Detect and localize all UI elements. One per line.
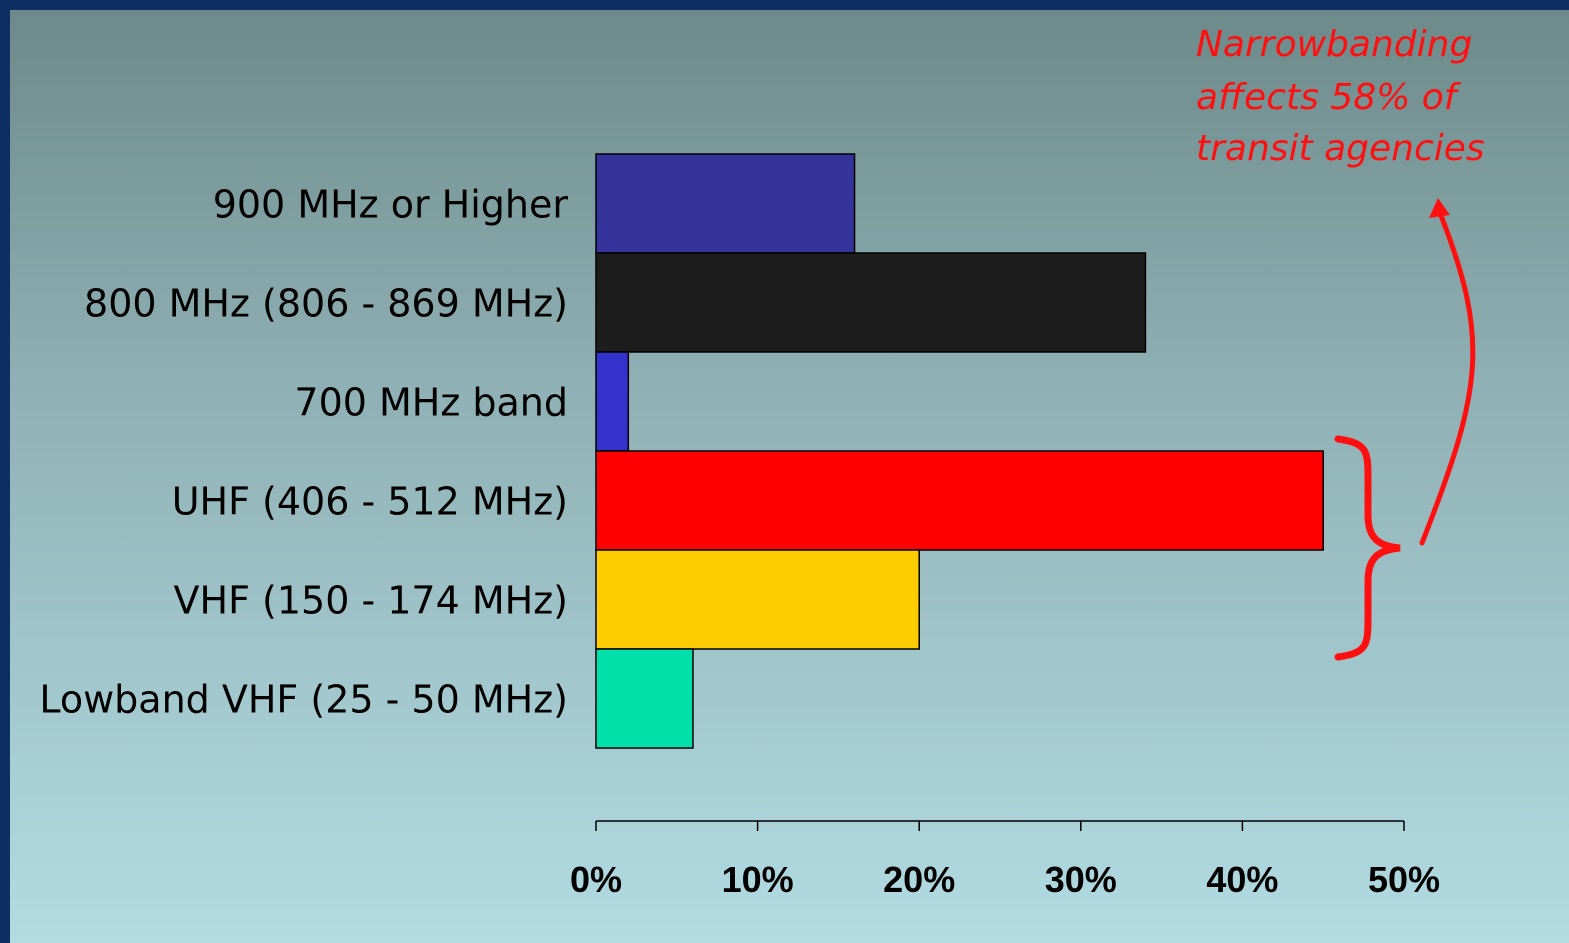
- bar-900-mhz-or-higher: [595, 153, 856, 254]
- x-tick-label: 0%: [570, 859, 622, 900]
- bar-700-mhz-band: [595, 351, 630, 452]
- category-label-700-mhz-band: 700 MHz band: [294, 381, 568, 425]
- bar-vhf-150-174-mhz: [595, 549, 920, 650]
- x-tick-label: 20%: [883, 859, 955, 900]
- category-label-lowband-vhf-25-50-mhz: Lowband VHF (25 - 50 MHz): [39, 678, 568, 722]
- annotation-group: Narrowbanding affects 58% of transit age…: [1196, 24, 1485, 661]
- annotation-line-2: affects 58% of: [1196, 77, 1462, 118]
- bars-group: [595, 153, 1324, 749]
- category-label-900-mhz-or-higher: 900 MHz or Higher: [213, 183, 569, 227]
- category-label-uhf-406-512-mhz: UHF (406 - 512 MHz): [172, 480, 568, 524]
- curved-arrow-line: [1419, 210, 1476, 546]
- annotation-line-1: Narrowbanding: [1196, 24, 1472, 65]
- x-tick-label: 10%: [722, 859, 794, 900]
- category-label-vhf-150-174-mhz: VHF (150 - 174 MHz): [174, 579, 568, 623]
- annotation-text: Narrowbanding affects 58% of transit age…: [1196, 24, 1485, 169]
- bar-chart: 900 MHz or Higher 800 MHz (806 - 869 MHz)…: [39, 24, 1485, 900]
- arrow-head-icon: [1429, 198, 1450, 218]
- annotation-line-3: transit agencies: [1196, 128, 1485, 169]
- x-tick-label: 30%: [1045, 859, 1117, 900]
- bar-uhf-406-512-mhz: [595, 450, 1324, 551]
- x-tick-label: 40%: [1206, 859, 1278, 900]
- x-axis: 0% 10% 20% 30% 40% 50%: [570, 820, 1440, 900]
- slide-background: 900 MHz or Higher 800 MHz (806 - 869 MHz)…: [10, 10, 1569, 943]
- bar-lowband-vhf-25-50-mhz: [595, 648, 694, 749]
- brace-icon: [1334, 435, 1401, 661]
- x-tick-label: 50%: [1368, 859, 1440, 900]
- category-labels-group: 900 MHz or Higher 800 MHz (806 - 869 MHz)…: [39, 183, 568, 722]
- category-label-800-mhz-806-869-mhz: 800 MHz (806 - 869 MHz): [84, 282, 568, 326]
- bar-800-mhz-806-869-mhz: [595, 252, 1147, 353]
